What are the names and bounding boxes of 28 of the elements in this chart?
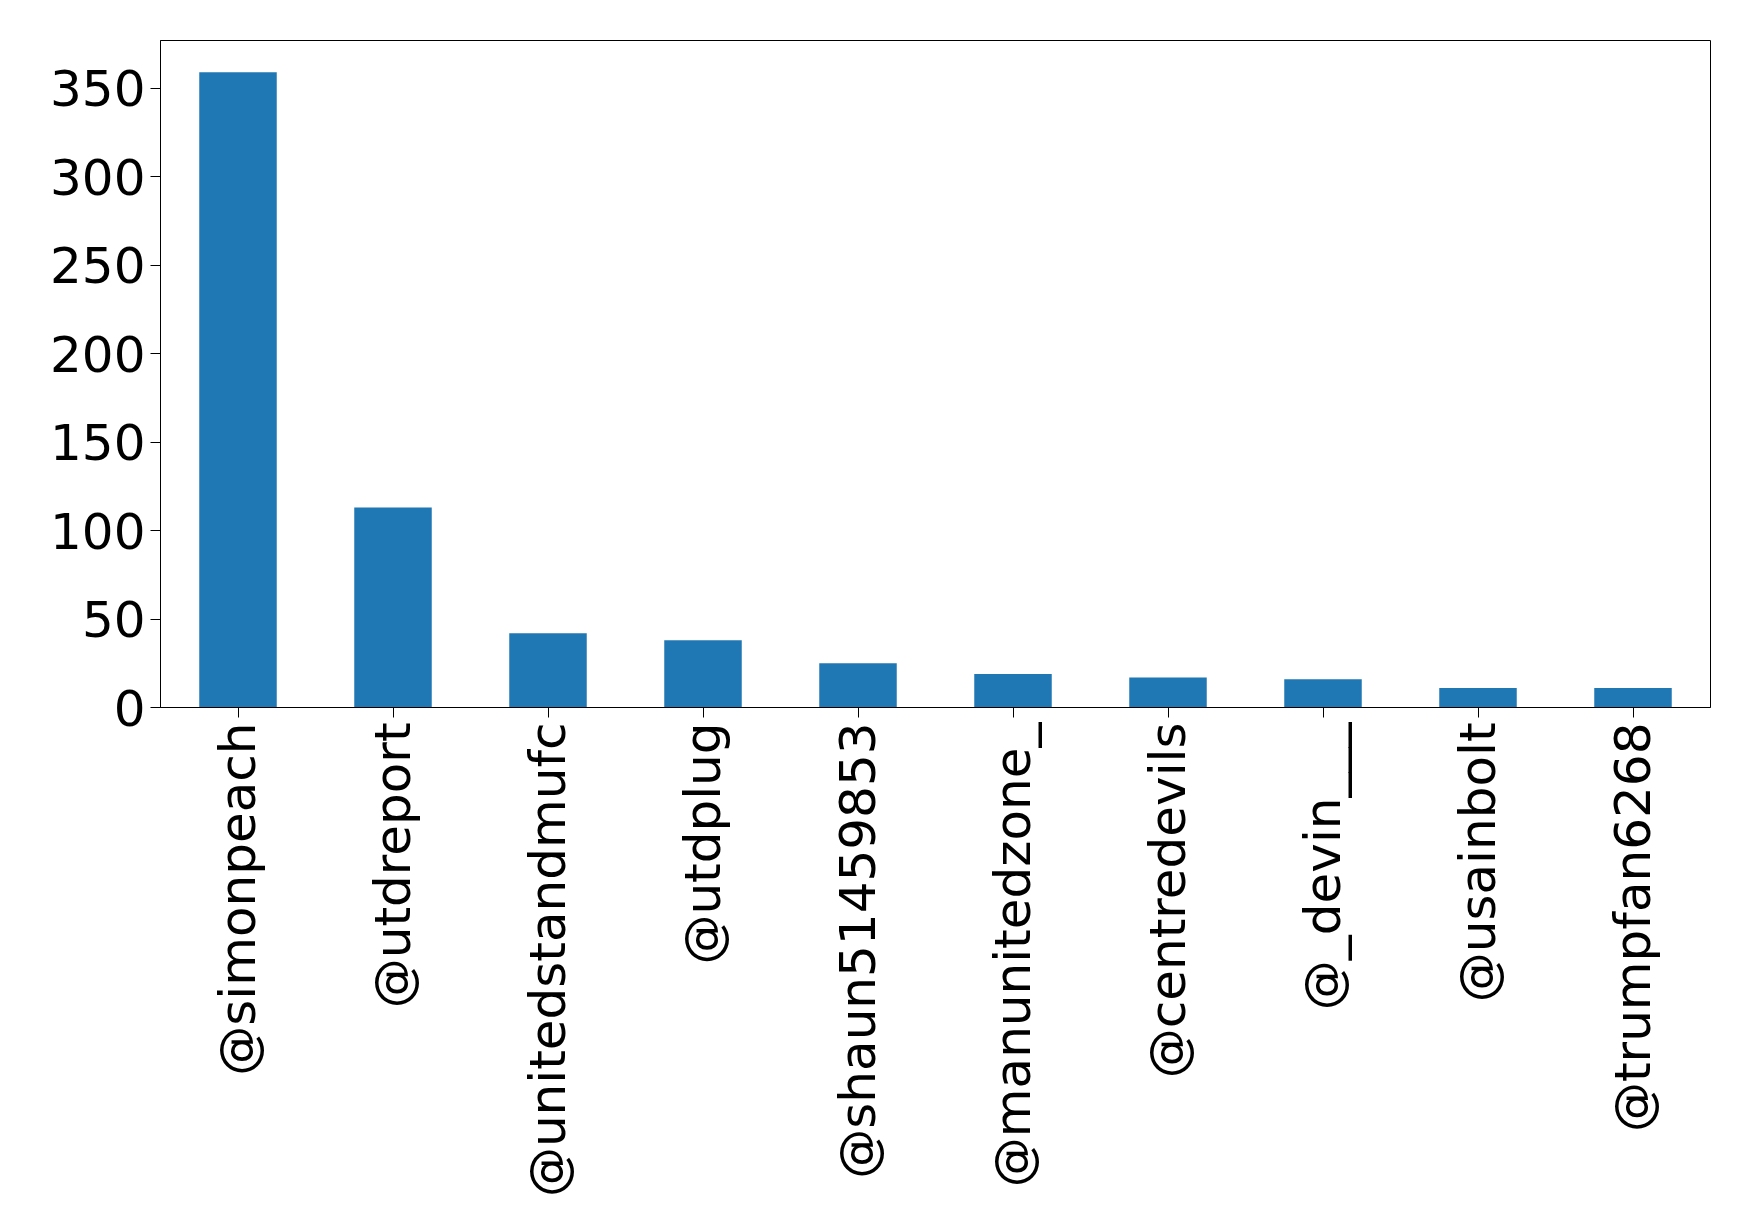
- bar: [354, 507, 432, 708]
- y-tick-label: 300: [50, 148, 146, 207]
- y-tick-label: 50: [81, 591, 146, 650]
- x-tick-label: @utdreport: [364, 722, 422, 1009]
- bar: [1129, 677, 1207, 708]
- y-tick-label: 150: [50, 414, 146, 473]
- x-tick-label: @utdplug: [674, 722, 732, 965]
- x-tick-label: @trumpfan6268: [1604, 722, 1662, 1132]
- bar: [819, 663, 897, 708]
- y-tick-label: 100: [50, 502, 146, 561]
- y-tick-label: 250: [50, 237, 146, 296]
- bar: [199, 72, 277, 708]
- bar: [509, 633, 587, 708]
- bar: [1594, 688, 1672, 708]
- y-tick-label: 350: [50, 60, 146, 119]
- x-tick-label: @_devin___: [1294, 721, 1352, 1011]
- x-tick-label: @shaun51459853: [829, 722, 887, 1179]
- bar: [974, 673, 1052, 708]
- x-tick-label: @manunitedzone_: [984, 721, 1042, 1188]
- x-tick-label: @centredevils: [1139, 722, 1197, 1079]
- x-tick-label: @unitedstandmufc: [519, 722, 577, 1198]
- bar: [664, 640, 742, 708]
- x-tick-label: @simonpeach: [209, 722, 267, 1076]
- bar: [1439, 688, 1517, 708]
- x-tick-label: @usainbolt: [1449, 722, 1507, 1003]
- bar: [1284, 679, 1362, 708]
- y-tick-label: 0: [113, 679, 146, 738]
- y-tick-label: 200: [50, 325, 146, 384]
